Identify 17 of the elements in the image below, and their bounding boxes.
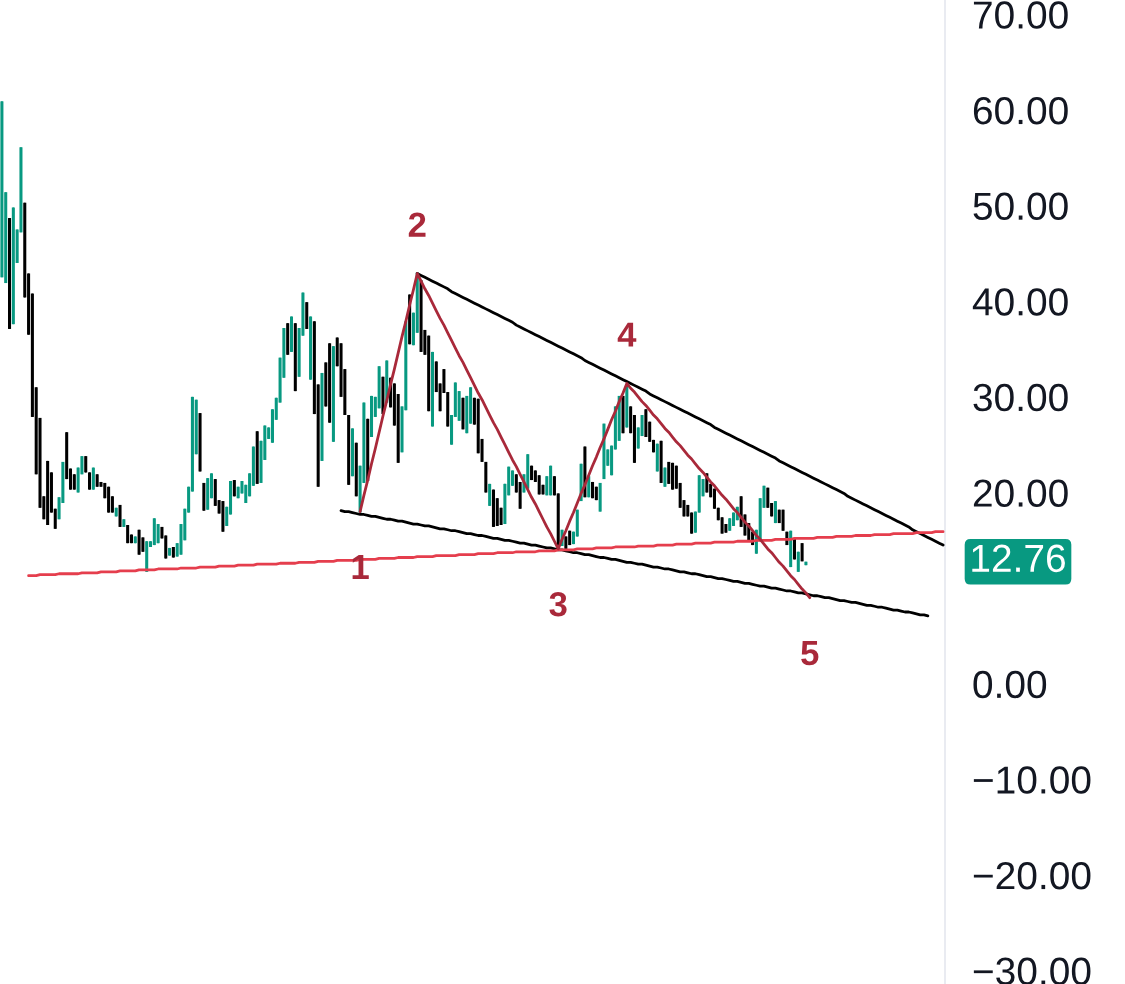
annotation: 3: [549, 591, 567, 617]
y-tick-label: −20.00: [973, 861, 1091, 890]
annotation: 1: [352, 555, 369, 579]
y-tick-label: 60.00: [973, 96, 1068, 125]
annotation: 5: [801, 641, 819, 666]
y-tick-label: 40.00: [972, 288, 1068, 316]
text: 12.76: [972, 544, 1065, 573]
y-tick-label: 0.00: [973, 670, 1047, 699]
line-series: [339, 509, 930, 618]
y-tick-label: −10.00: [973, 766, 1091, 794]
y-tick-label: 30.00: [973, 383, 1068, 412]
y-tick-label: 20.00: [973, 479, 1068, 507]
y-tick-label: 70.00: [973, 1, 1068, 29]
annotation: 4: [617, 322, 637, 347]
y-tick-label: 50.00: [973, 192, 1068, 221]
annotation: 2: [408, 212, 426, 237]
line-series: [27, 530, 945, 578]
